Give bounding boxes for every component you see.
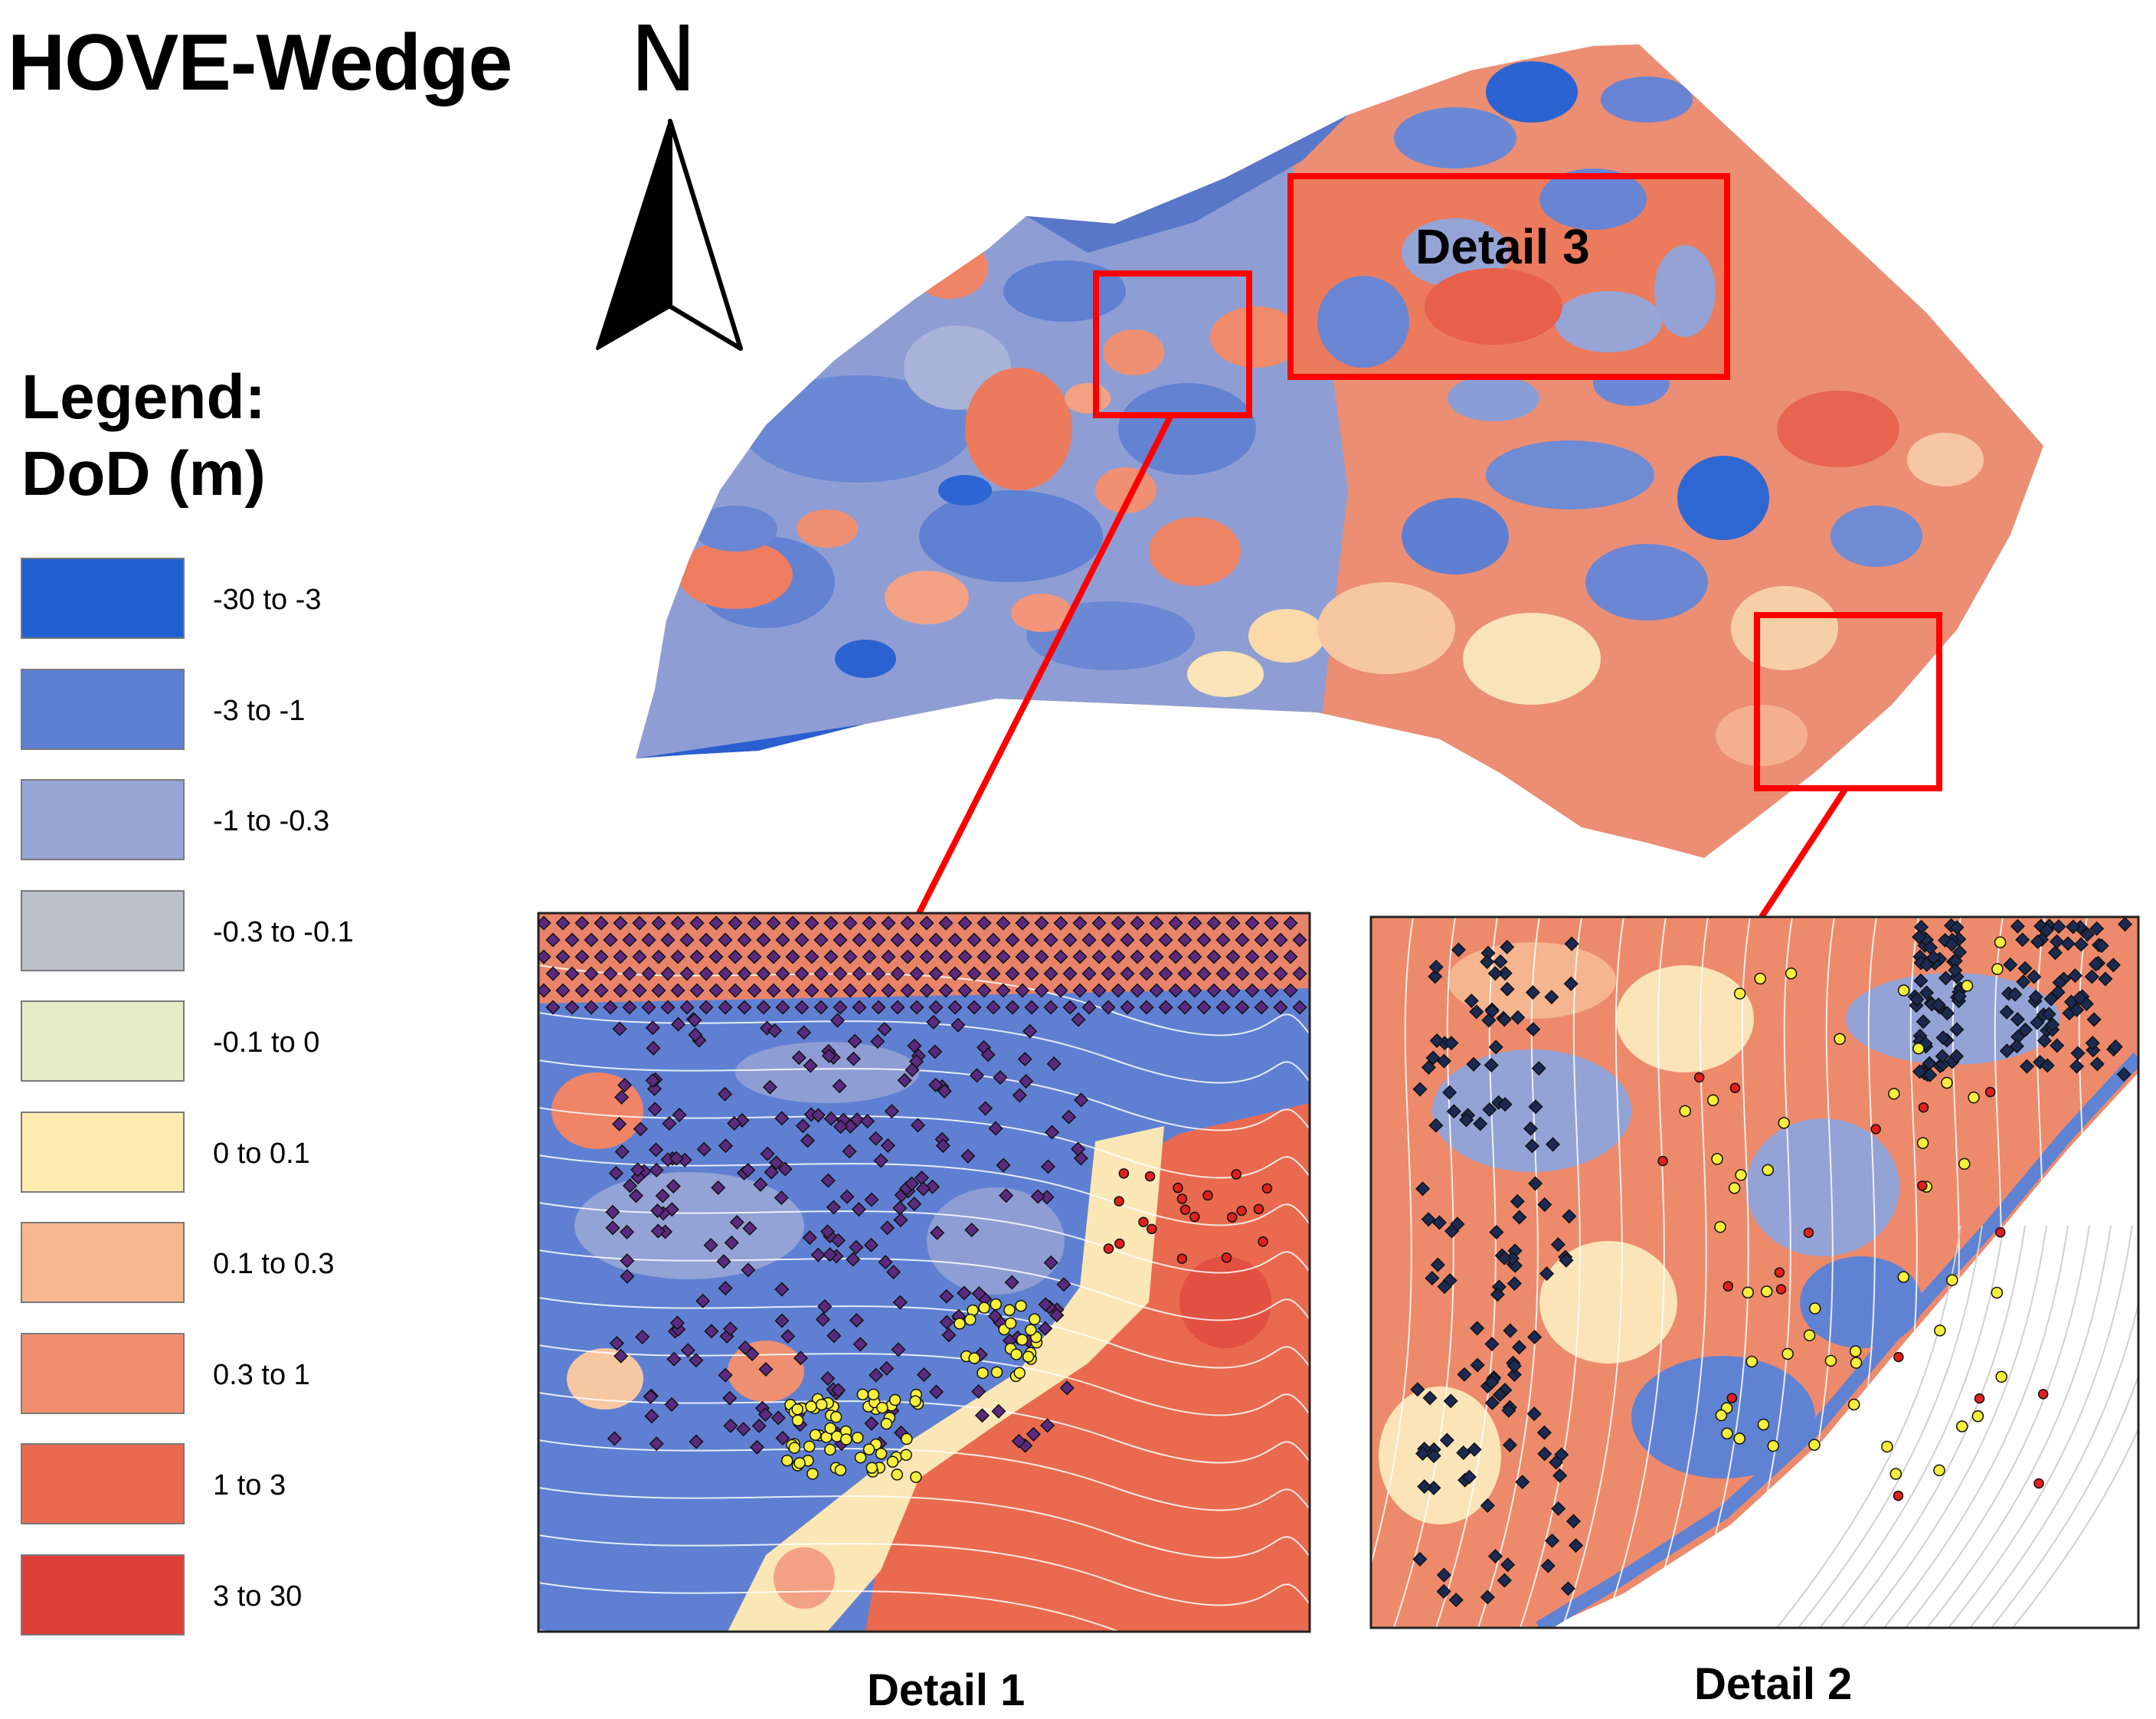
legend-swatch	[21, 1332, 185, 1414]
legend-swatch	[21, 1000, 185, 1082]
legend-swatch	[21, 1443, 185, 1524]
main-dod-map	[636, 44, 2043, 858]
detail1-caption: Detail 1	[867, 1665, 1026, 1715]
detail2-box	[1754, 612, 1942, 791]
detail2-map	[1371, 917, 2138, 1628]
legend-label: 0.1 to 0.3	[213, 1248, 335, 1280]
detail1-frame	[537, 912, 1311, 1633]
detail1-map	[538, 913, 1310, 1632]
legend-swatch	[21, 668, 185, 750]
detail2-outside-contours	[1776, 1225, 2138, 1628]
legend-label: -30 to -3	[213, 584, 322, 616]
detail1-points	[538, 915, 1307, 1483]
detail2-caption: Detail 2	[1694, 1659, 1853, 1709]
legend-label: 3 to 30	[213, 1580, 303, 1613]
legend-subheading: DoD (m)	[21, 439, 266, 509]
detail2-points	[1410, 917, 2133, 1608]
detail3-box	[1287, 173, 1730, 380]
map-title: HOVE-Wedge	[8, 18, 512, 107]
legend-label: -0.3 to -0.1	[213, 915, 354, 948]
legend-swatch	[21, 1554, 185, 1636]
north-label: N	[630, 6, 698, 112]
legend-label: 1 to 3	[213, 1469, 286, 1501]
legend-label: -1 to -0.3	[213, 805, 330, 837]
legend-swatch	[21, 1222, 185, 1303]
legend-swatch	[21, 779, 185, 860]
legend-swatch	[21, 558, 185, 639]
legend-label: -3 to -1	[213, 694, 306, 727]
dod-patches	[678, 61, 1984, 766]
detail2-connector	[1758, 786, 1849, 919]
legend-heading: Legend:	[21, 362, 266, 432]
legend-label: 0.3 to 1	[213, 1358, 310, 1391]
legend-label: -0.1 to 0	[213, 1026, 320, 1059]
north-arrow-icon	[596, 119, 743, 351]
detail2-frame	[1369, 915, 2140, 1629]
detail1-connector	[916, 412, 1175, 915]
legend-label: 0 to 0.1	[213, 1137, 310, 1170]
detail3-label: Detail 3	[1415, 219, 1590, 274]
legend-swatch	[21, 889, 185, 971]
legend-swatch	[21, 1111, 185, 1193]
